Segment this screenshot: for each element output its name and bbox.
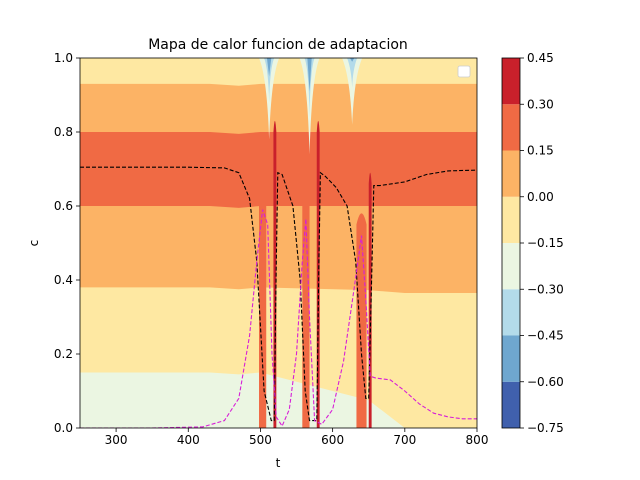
spike-feature-5: [368, 172, 372, 428]
chart-title: Mapa de calor funcion de adaptacion: [148, 37, 408, 53]
colorbar-segment: [502, 335, 520, 382]
y-tick-label: 0.6: [54, 199, 73, 213]
y-tick-label: 0.0: [54, 421, 73, 435]
colorbar-tick-label: −0.15: [527, 236, 564, 250]
colorbar-segment: [502, 289, 520, 336]
plot-area: [80, 58, 477, 428]
colorbar-tick-label: 0.00: [527, 190, 554, 204]
colorbar-tick-label: −0.30: [527, 282, 564, 296]
colorbar: −0.75 −0.60 −0.45 −0.30 −0.15 0.00 0.15 0.30 0.4…: [501, 51, 564, 435]
top-cusp-blue-2: [347, 58, 358, 88]
colorbar-segment: [502, 58, 520, 105]
colorbar-tick-label: −0.45: [527, 329, 564, 343]
x-tick-label: 700: [393, 433, 416, 447]
x-tick-label: 300: [105, 433, 128, 447]
colorbar-tick-label: −0.75: [527, 421, 564, 435]
top-cusp-light-2: [342, 58, 363, 125]
y-tick-label: 0.8: [54, 125, 73, 139]
heatmap-band-yellow-top: [80, 58, 477, 86]
top-cusp-dark-1: [307, 58, 312, 92]
plot-frame: [79, 57, 478, 429]
colorbar-tick-label: 0.30: [527, 97, 554, 111]
y-axis: 0.0 0.2 0.4 0.6 0.8 1.0: [54, 51, 80, 435]
colorbar-segment: [502, 104, 520, 151]
x-tick-label: 800: [466, 433, 489, 447]
spike-features: [259, 58, 372, 428]
x-axis: 300 400 500 600 700 800: [105, 428, 489, 447]
x-axis-label: t: [276, 456, 281, 470]
series-magenta-dashed-line: [80, 209, 477, 428]
legend-box: [457, 65, 471, 78]
x-tick-label: 600: [321, 433, 344, 447]
top-cusp-blue-0: [264, 58, 275, 103]
y-tick-label: 0.4: [54, 273, 73, 287]
x-tick-label: 500: [249, 433, 272, 447]
colorbar-segment: [502, 243, 520, 290]
colorbar-tick-label: 0.45: [527, 51, 554, 65]
colorbar-segment: [502, 150, 520, 197]
y-tick-label: 1.0: [54, 51, 73, 65]
top-cusp-dark-0: [266, 58, 272, 77]
y-tick-label: 0.2: [54, 347, 73, 361]
y-axis-label: c: [27, 240, 41, 247]
colorbar-segment: [502, 196, 520, 243]
top-cusp-dark-2: [349, 58, 355, 62]
spike-feature-0: [259, 187, 267, 428]
colorbar-tick-label: −0.60: [527, 375, 564, 389]
colorbar-tick-label: 0.15: [527, 144, 554, 158]
series-black-dashed-line: [80, 166, 477, 422]
colorbar-segment: [502, 381, 520, 428]
x-tick-label: 400: [177, 433, 200, 447]
